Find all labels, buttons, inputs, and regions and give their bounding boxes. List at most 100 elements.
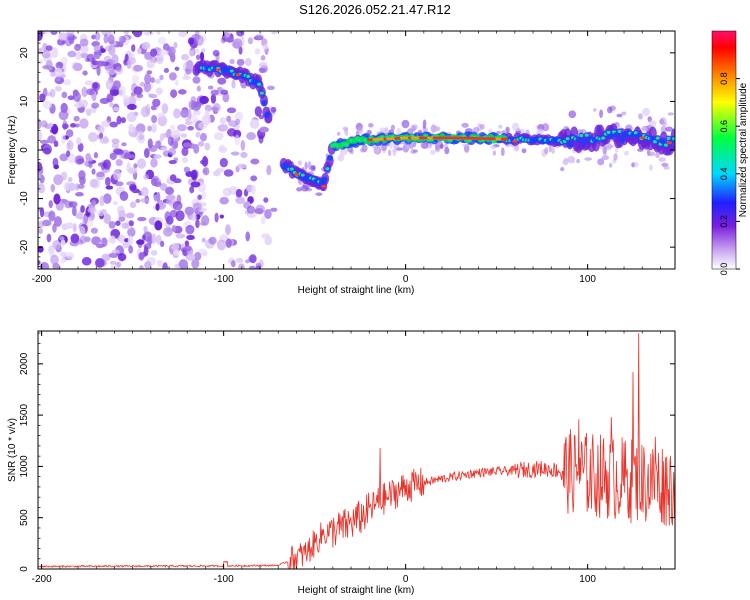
spectrogram-noise-blob	[298, 182, 303, 186]
spectrogram-noise-blob	[162, 43, 170, 51]
spectrogram-noise-blob	[77, 183, 85, 190]
spectrogram-noise-blob	[128, 220, 134, 227]
spectrogram-noise-blob	[231, 79, 236, 89]
spectrogram-noise-blob	[61, 91, 68, 99]
spectrogram-ridge-inner	[601, 136, 606, 140]
spectrogram-noise-blob	[163, 67, 170, 74]
spectrogram-noise-blob	[270, 106, 277, 113]
spectrogram-noise-blob	[225, 31, 231, 39]
spectrogram-noise-blob	[126, 103, 137, 111]
spectrogram-noise-blob	[194, 251, 202, 261]
spectrogram-speckle	[38, 31, 675, 269]
spectrogram-ridge-inner	[617, 129, 622, 133]
spectrogram-noise-blob	[54, 85, 62, 92]
spectrogram-noise-blob	[84, 236, 91, 243]
spectrogram-noise-blob	[81, 257, 92, 266]
spectrogram-noise-blob	[191, 48, 200, 53]
spectrogram-noise-blob	[175, 233, 186, 239]
spectrogram-noise-blob	[42, 147, 52, 154]
spectrogram-noise-blob	[58, 110, 69, 121]
spectrogram-noise-blob	[45, 45, 53, 52]
spectrogram-noise-blob	[187, 125, 195, 131]
snr-xtick-label: -100	[214, 574, 234, 585]
spectrogram-noise-blob	[139, 265, 144, 269]
spectrogram-noise-blob	[97, 162, 104, 167]
spectrogram-noise-blob	[220, 89, 229, 95]
spectrogram-noise-blob	[59, 236, 65, 241]
spectrogram-noise-blob	[137, 47, 142, 55]
spectrogram-noise-blob	[601, 155, 610, 161]
snr-xtick-label: 100	[579, 574, 596, 585]
spectrogram-noise-blob	[38, 118, 42, 130]
spectrogram-noise-blob	[48, 122, 54, 128]
spectrogram-noise-blob	[133, 64, 144, 72]
spectrogram-noise-blob	[637, 113, 643, 120]
spectrogram-noise-blob	[95, 171, 106, 181]
spectrogram-noise-blob	[311, 166, 316, 170]
spectrogram-noise-blob	[95, 243, 105, 249]
spectrogram-noise-blob	[79, 118, 89, 129]
spectrogram-noise-blob	[99, 132, 104, 139]
spectrogram-noise-blob	[69, 123, 77, 128]
spectrogram-noise-blob	[54, 67, 63, 77]
spectrogram-noise-blob	[593, 108, 597, 112]
spectrogram-noise-blob	[53, 140, 59, 148]
spectrogram-noise-blob	[192, 202, 202, 212]
spectrogram-noise-blob	[92, 82, 99, 89]
spectrogram-noise-blob	[71, 206, 77, 217]
spectrogram-noise-blob	[183, 245, 192, 252]
spectrogram-noise-blob	[254, 48, 261, 55]
spectrogram-noise-blob	[165, 194, 176, 201]
spectrogram-noise-blob	[131, 44, 136, 52]
spectrogram-noise-blob	[151, 123, 157, 133]
spectrogram-noise-blob	[192, 110, 202, 116]
spectrogram-ridge-inner	[300, 173, 305, 177]
spectrogram-noise-blob	[103, 213, 111, 225]
spectrogram-noise-blob	[162, 226, 173, 237]
spectrogram-noise-blob	[84, 80, 94, 86]
spectrogram-xtick-label: -100	[214, 274, 234, 285]
spectrogram-ytick-label: 0	[19, 147, 30, 153]
spectrogram-noise-blob	[175, 210, 185, 222]
spectrogram-ridge-mid	[321, 176, 328, 183]
spectrogram-noise-blob	[661, 121, 668, 127]
spectrogram-noise-blob	[118, 85, 126, 97]
spectrogram-noise-blob	[181, 157, 188, 164]
colorbar-gradient	[711, 30, 737, 270]
spectrogram-noise-blob	[226, 115, 232, 123]
spectrogram-noise-blob	[170, 124, 175, 131]
spectrogram-noise-blob	[296, 187, 303, 192]
spectrogram-noise-blob	[108, 44, 116, 56]
spectrogram-noise-blob	[135, 198, 141, 204]
spectrogram-noise-blob	[153, 154, 162, 159]
spectrogram-noise-blob	[202, 155, 208, 166]
spectrogram-noise-blob	[222, 92, 230, 103]
spectrogram-noise-blob	[143, 174, 150, 180]
spectrogram-noise-blob	[201, 191, 207, 200]
spectrogram-noise-blob	[111, 138, 120, 145]
spectrogram-noise-blob	[174, 79, 179, 86]
spectrogram-noise-blob	[172, 201, 183, 211]
spectrogram-xtick-label: 100	[579, 274, 596, 285]
spectrogram-noise-blob	[461, 122, 469, 128]
snr-series-line	[38, 333, 675, 569]
spectrogram-noise-blob	[380, 144, 387, 151]
spectrogram-noise-blob	[173, 178, 182, 184]
spectrogram-noise-blob	[115, 220, 121, 226]
spectrogram-noise-blob	[39, 93, 46, 102]
spectrogram-noise-blob	[111, 142, 120, 149]
spectrogram-noise-blob	[125, 212, 135, 219]
spectrogram-noise-blob	[138, 252, 145, 260]
spectrogram-noise-blob	[147, 138, 153, 149]
colorbar-label: Normalized spectral amplitude	[738, 82, 749, 217]
spectrogram-noise-blob	[498, 124, 503, 129]
spectrogram-noise-blob	[141, 186, 149, 197]
spectrogram-noise-blob	[262, 44, 269, 50]
spectrogram-noise-blob	[42, 100, 53, 109]
spectrogram-noise-blob	[93, 152, 99, 159]
spectrogram-noise-blob	[197, 141, 205, 147]
spectrogram-noise-blob	[116, 205, 125, 216]
spectrogram-noise-blob	[99, 195, 105, 207]
spectrogram-noise-blob	[199, 95, 209, 105]
spectrogram-noise-blob	[118, 35, 125, 44]
